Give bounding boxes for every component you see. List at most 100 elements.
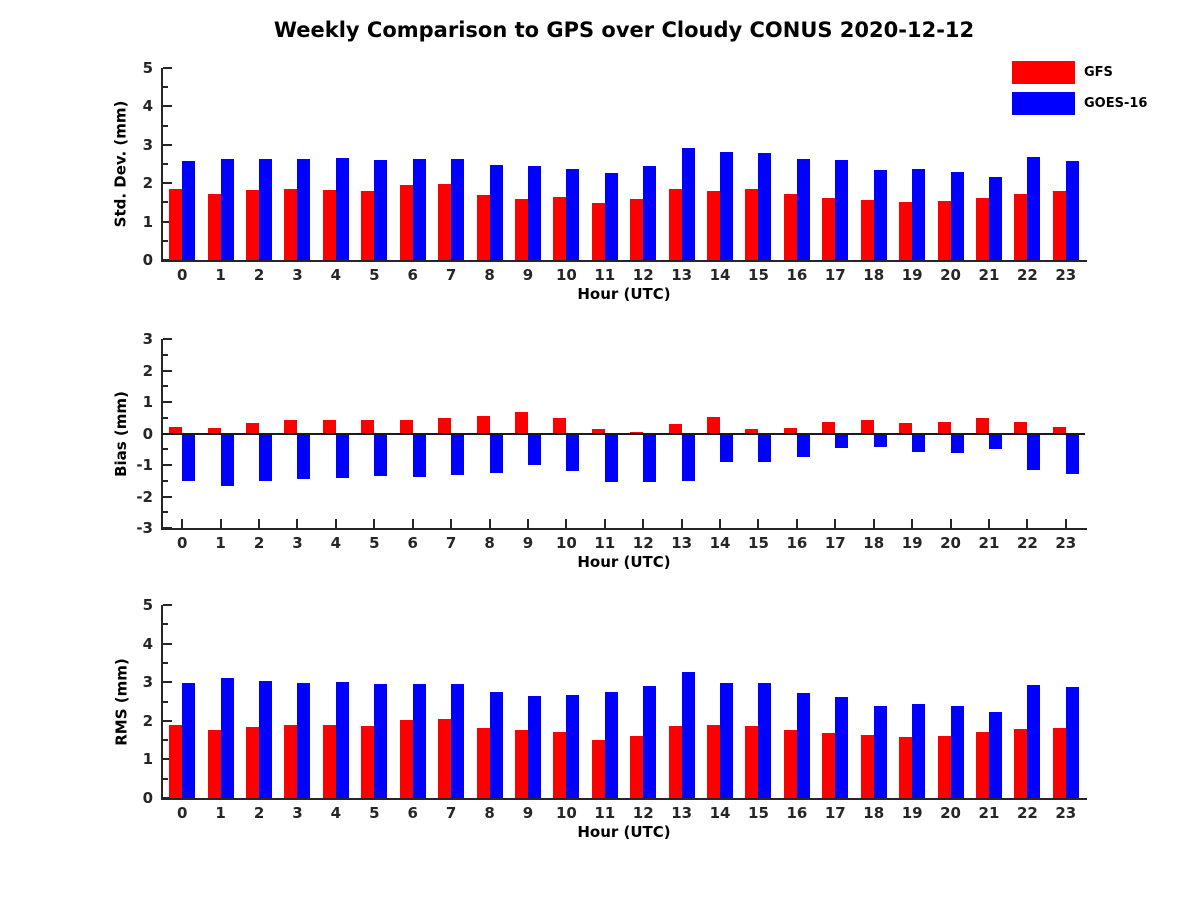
x-tick [296,519,299,528]
rms-x-axis-label: Hour (UTC) [577,823,671,841]
gfs-bar-hour-8 [476,194,490,260]
goes16-bar-hour-22 [1027,433,1041,470]
x-tick-label: 18 [863,266,885,284]
x-tick [987,519,990,528]
gfs-bar-hour-22 [1014,193,1028,260]
x-tick-label: 10 [555,804,577,822]
goes16-bar-hour-18 [873,433,887,447]
goes16-bar-hour-14 [720,433,734,462]
gfs-bar-hour-20 [937,736,951,798]
x-tick-label: 12 [632,804,654,822]
x-tick-label: 15 [748,266,769,284]
legend: GFS GOES-16 [1012,61,1147,123]
y-minor-tick [163,739,168,742]
gfs-bar-hour-14 [707,416,721,434]
x-tick-label: 22 [1016,266,1038,284]
x-tick [642,519,645,528]
x-tick-label: 2 [253,266,265,284]
y-tick [163,464,172,466]
goes16-bar-hour-0 [182,161,196,260]
goes16-bar-hour-2 [259,433,273,481]
gfs-bar-hour-2 [246,726,260,798]
gfs-bar-hour-23 [1052,190,1066,260]
x-tick-label: 14 [709,804,731,822]
gfs-bar-hour-3 [284,188,298,260]
gfs-swatch-icon [1012,61,1075,84]
goes16-bar-hour-7 [451,433,465,476]
x-tick-label: 3 [292,804,303,822]
y-tick-label: 5 [142,59,153,77]
goes16-bar-hour-3 [297,159,311,260]
chart-title: Weekly Comparison to GPS over Cloudy CON… [273,18,975,42]
x-tick-label: 19 [901,534,923,552]
goes16-bar-hour-5 [374,684,388,798]
gfs-bar-hour-6 [399,419,413,434]
gfs-bar-hour-17 [822,421,836,434]
x-tick-label: 17 [824,534,846,552]
x-tick-label: 13 [671,534,693,552]
goes16-bar-hour-12 [643,433,657,483]
x-tick-label: 4 [330,804,342,822]
x-tick-label: 2 [253,804,265,822]
goes16-bar-hour-1 [220,159,234,260]
y-tick [163,495,172,498]
goes16-bar-hour-5 [374,433,388,476]
x-tick-label: 6 [407,804,418,822]
gfs-bar-hour-4 [322,189,336,260]
gfs-bar-hour-8 [476,415,490,434]
gfs-bar-hour-17 [822,732,836,798]
gfs-bar-hour-3 [284,724,298,798]
gfs-bar-hour-0 [169,426,183,434]
bias-subplot: Bias (mm) Hour (UTC) -3 -2 -1 0 1 2 3 0 1 2 3 4 5 6 7 8… [112,330,1087,571]
goes16-bar-hour-6 [412,159,426,260]
gfs-bar-hour-0 [169,188,183,260]
y-tick-label: 3 [142,135,153,154]
gfs-bar-hour-11 [591,740,605,798]
x-tick-label: 3 [292,534,303,552]
goes16-bar-hour-20 [950,171,964,260]
x-tick-label: 17 [824,804,846,822]
x-tick-label: 1 [215,266,226,284]
y-tick-label: -3 [136,519,153,537]
gfs-bar-hour-16 [783,730,797,798]
x-tick [181,519,184,528]
x-tick-label: 16 [786,266,808,284]
bias-y-axis [161,339,163,530]
goes16-bar-hour-6 [412,433,426,477]
x-tick-label: 1 [215,534,226,552]
x-tick-label: 11 [594,534,616,552]
goes16-bar-hour-3 [297,682,311,798]
x-tick-label: 21 [978,534,1000,552]
x-tick-label: 19 [901,804,923,822]
y-minor-tick [163,777,168,780]
x-tick-label: 1 [215,804,226,822]
gfs-bar-hour-16 [783,193,797,260]
y-tick [163,182,172,185]
gfs-bar-hour-1 [207,729,221,798]
goes16-bar-hour-4 [335,682,349,798]
bias-x-axis-label: Hour (UTC) [577,553,671,571]
x-tick-label: 20 [940,534,961,552]
x-tick [373,519,376,528]
stddev-x-axis-label: Hour (UTC) [577,285,671,303]
y-tick-label: -2 [136,487,153,506]
goes16-bar-hour-11 [604,692,618,798]
x-tick-label: 3 [292,266,303,284]
gfs-bar-hour-1 [207,193,221,260]
x-tick-label: 8 [484,804,495,822]
gfs-bar-hour-3 [284,419,298,434]
goes16-bar-hour-18 [873,169,887,260]
x-tick-label: 20 [940,266,961,284]
y-tick [163,143,172,146]
x-tick-label: 7 [445,534,457,552]
gfs-bar-hour-19 [899,736,913,798]
x-tick [1064,519,1067,528]
y-tick-label: -1 [136,456,153,474]
goes16-bar-hour-21 [988,433,1002,449]
goes16-bar-hour-6 [412,683,426,798]
x-tick-label: 10 [555,266,577,284]
x-tick-label: 7 [445,804,457,822]
y-minor-tick [163,239,168,242]
gfs-bar-hour-21 [975,198,989,260]
x-tick-label: 4 [330,266,342,284]
